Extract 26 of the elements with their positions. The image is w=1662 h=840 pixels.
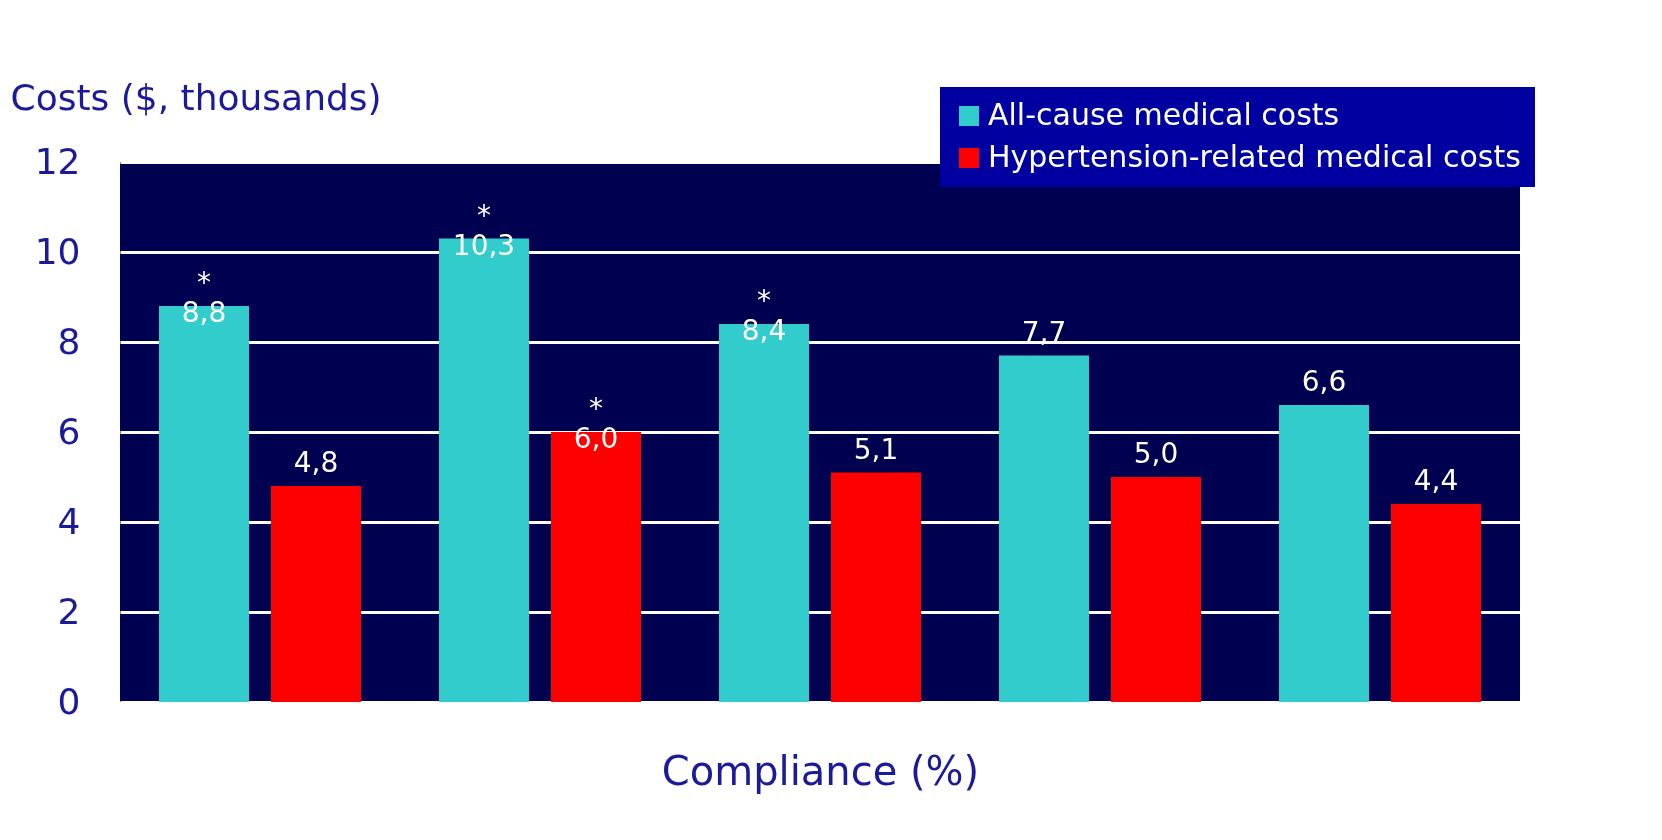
data-label: 4,8 xyxy=(293,446,339,479)
bar xyxy=(1279,405,1369,702)
data-label: 4,4 xyxy=(1413,464,1459,497)
data-label: * 8,4 xyxy=(741,284,787,347)
bar xyxy=(831,472,921,702)
y-tick-label: 0 xyxy=(57,680,81,722)
y-tick-label: 12 xyxy=(34,140,81,182)
data-label: * 10,3 xyxy=(452,198,516,262)
data-label: * 8,8 xyxy=(181,266,227,329)
y-tick-label: 6 xyxy=(57,410,81,452)
x-axis-title: Compliance (%) xyxy=(661,747,980,794)
legend-label: All-cause medical costs xyxy=(988,97,1340,132)
y-tick-label: 10 xyxy=(34,230,81,272)
data-label: 5,1 xyxy=(853,432,899,466)
bar xyxy=(1391,504,1481,702)
y-tick-label: 8 xyxy=(57,320,81,362)
bar xyxy=(999,355,1089,702)
bar xyxy=(1111,477,1201,702)
y-axis-title: Costs ($, thousands) xyxy=(10,76,382,118)
data-label: * 6,0 xyxy=(573,392,619,455)
data-label: 5,0 xyxy=(1133,437,1179,470)
bar xyxy=(271,486,361,702)
legend-label: Hypertension-related medical costs xyxy=(988,139,1521,174)
y-tick-label: 4 xyxy=(57,500,81,542)
data-label: 6,6 xyxy=(1301,365,1347,398)
y-tick-label: 2 xyxy=(57,590,81,632)
